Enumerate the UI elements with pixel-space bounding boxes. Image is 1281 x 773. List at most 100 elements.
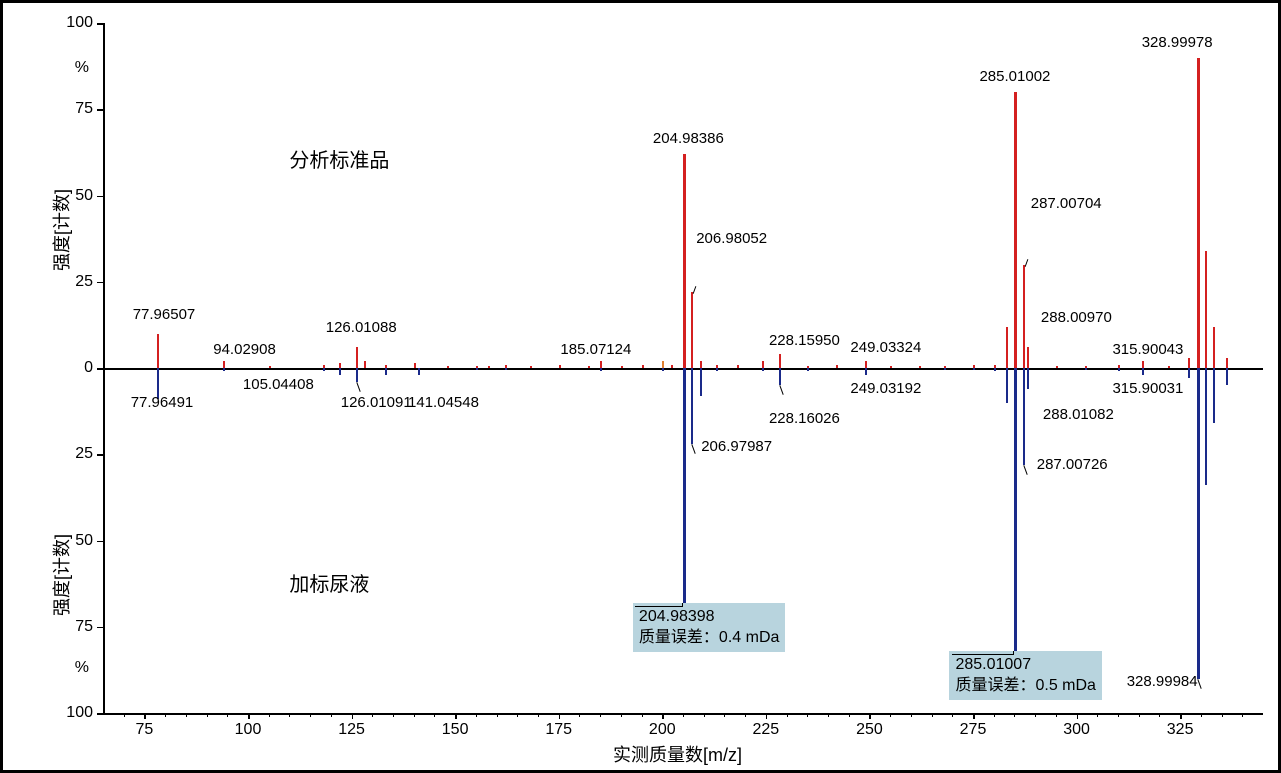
bottom-peak-label: 315.90031 [1112,380,1183,397]
highlight-value: 285.01007 [955,656,1031,673]
bottom-peak-label: 228.16026 [769,410,840,427]
bottom-peak [1205,368,1207,485]
top-peak [691,292,693,368]
y-axis-label-bottom: 强度[计数] [48,534,74,616]
top-peak [671,365,673,368]
bottom-peak-label: 206.97987 [701,438,772,455]
top-peak [488,366,490,368]
top-peak-label: 94.02908 [213,341,276,358]
highlight-box-1: 204.98398 质量误差：0.4 mDa [633,603,785,652]
highlight-error: 质量误差：0.4 mDa [639,629,779,646]
highlight-box-2: 285.01007质量误差：0.5 mDa [949,651,1101,700]
bottom-peak-label: 141.04548 [408,394,479,411]
bottom-peak [1085,368,1087,370]
top-peak [1188,358,1190,368]
top-peak [683,154,686,368]
bottom-peak [944,368,946,370]
y-tick-top-0: 0 [53,359,93,377]
x-tick-200: 200 [642,721,682,739]
top-peak [737,365,739,368]
bottom-peak [1014,368,1017,651]
bottom-peak [323,368,325,371]
bottom-peak [339,368,341,375]
y-tick-top-75: 75 [53,100,93,118]
x-tick-275: 275 [953,721,993,739]
top-peak-label: 204.98386 [653,130,724,147]
top-peak [157,334,159,369]
top-peak [588,366,590,368]
top-peak [919,366,921,368]
top-peak [642,365,644,368]
y-percent-top: % [49,59,89,77]
series-label-top: 分析标准品 [289,144,389,173]
bottom-peak [1213,368,1215,423]
bottom-peak [716,368,718,371]
bottom-peak [807,368,809,371]
bottom-peak [779,368,781,385]
top-peak [1197,58,1200,369]
top-peak-label: 185.07124 [560,341,631,358]
bottom-peak [691,368,693,444]
top-peak-label: 287.00704 [1031,195,1102,212]
bottom-peak [385,368,387,375]
bottom-peak [1226,368,1228,385]
bottom-peak-label: 287.00726 [1037,456,1108,473]
y-tick-bot-100: 100 [53,704,93,722]
top-peak [1168,366,1170,368]
top-peak [1213,327,1215,368]
top-peak [1014,92,1017,368]
top-peak [414,363,416,368]
x-tick-125: 125 [332,721,372,739]
top-peak [1027,347,1029,368]
bottom-peak [1142,368,1144,375]
top-peak [1226,358,1228,368]
top-peak [1205,251,1207,368]
x-tick-250: 250 [849,721,889,739]
top-peak-label: 288.00970 [1041,309,1112,326]
top-peak [1142,361,1144,368]
bottom-peak [1027,368,1029,389]
bottom-peak [1118,368,1120,371]
y-tick-bot-75: 75 [53,618,93,636]
bottom-peak-label: 77.96491 [131,394,194,411]
bottom-peak [600,368,602,371]
top-peak [364,361,366,368]
top-peak-label: 206.98052 [696,230,767,247]
top-peak [1006,327,1008,368]
top-peak-label: 285.01002 [979,68,1050,85]
top-peak [621,366,623,368]
top-peak [447,366,449,368]
bottom-peak-label: 288.01082 [1043,406,1114,423]
x-tick-325: 325 [1160,721,1200,739]
bottom-peak [973,368,975,370]
bottom-peak [476,368,478,370]
y-tick-top-100: 100 [53,14,93,32]
bottom-peak [1006,368,1008,403]
top-peak [559,365,561,368]
bottom-peak [865,368,867,375]
bottom-peak [662,368,664,371]
bottom-peak [223,368,225,371]
top-peak-label: 249.03324 [850,339,921,356]
x-axis-label: 实测质量数[m/z] [613,741,742,767]
y-tick-bot-25: 25 [53,445,93,463]
highlight-value: 204.98398 [639,608,715,625]
top-peak [836,365,838,368]
top-peak-label: 228.15950 [769,332,840,349]
x-tick-300: 300 [1057,721,1097,739]
y-percent-bot: % [49,659,89,677]
series-label-bottom: 加标尿液 [289,568,369,597]
bottom-peak [683,368,686,603]
spectrum-frame: 0252550507575100100%%强度[计数]强度[计数]7510012… [0,0,1281,773]
x-tick-175: 175 [539,721,579,739]
bottom-peak [505,368,507,370]
bottom-peak [1188,368,1190,378]
x-tick-75: 75 [124,721,164,739]
top-peak [762,361,764,368]
bottom-peak-label: 328.99984 [1127,673,1198,690]
top-peak [1023,265,1025,369]
bottom-peak [1023,368,1025,465]
top-peak [1056,366,1058,368]
top-peak-label: 315.90043 [1112,341,1183,358]
top-peak [600,361,602,368]
